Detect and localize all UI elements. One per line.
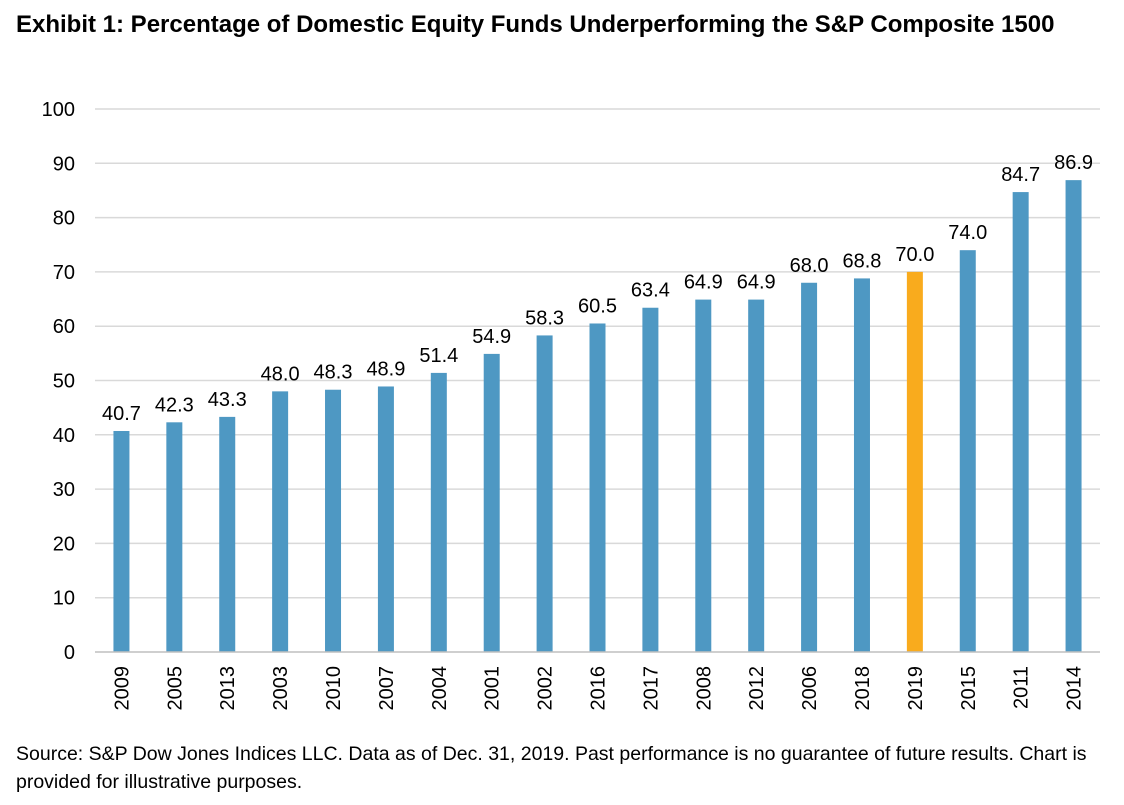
bar-2010 — [325, 389, 342, 652]
bar-2011 — [1012, 192, 1029, 653]
y-tick-label: 30 — [53, 479, 75, 501]
y-tick-label: 10 — [53, 588, 75, 610]
x-tick-label-2001: 2001 — [482, 666, 504, 711]
source-note: Source: S&P Dow Jones Indices LLC. Data … — [16, 743, 1087, 793]
y-tick-label: 90 — [53, 153, 75, 175]
data-label-2018: 68.8 — [843, 250, 882, 272]
x-tick-label-2019: 2019 — [905, 666, 927, 711]
bar-2002 — [536, 335, 553, 652]
y-axis-ticks: 0 10 20 30 40 50 60 70 80 90 100 — [42, 99, 75, 664]
data-label-2011: 84.7 — [1001, 164, 1040, 186]
bar-2015 — [959, 250, 976, 652]
bar-2003 — [272, 391, 289, 652]
data-label-2001: 54.9 — [472, 326, 511, 348]
data-label-2002: 58.3 — [525, 307, 564, 329]
x-tick-label-2010: 2010 — [323, 666, 345, 711]
data-label-2016: 60.5 — [578, 295, 617, 317]
bar-2009 — [113, 430, 130, 652]
data-label-2006: 68.0 — [790, 255, 829, 277]
y-tick-label: 100 — [42, 99, 75, 121]
x-tick-label-2004: 2004 — [429, 666, 451, 711]
x-tick-label-2006: 2006 — [799, 666, 821, 711]
y-tick-label: 50 — [53, 371, 75, 393]
y-tick-label: 40 — [53, 425, 75, 447]
bar-2012 — [748, 299, 765, 652]
data-label-2004: 51.4 — [419, 345, 458, 367]
x-tick-label-2013: 2013 — [217, 666, 239, 711]
data-label-2008: 64.9 — [684, 272, 723, 294]
bar-2017 — [642, 307, 659, 652]
x-tick-label-2012: 2012 — [746, 666, 768, 711]
x-axis-ticks: 2009 2005 2013 2003 2010 2007 2004 2001 2002 2016… — [111, 666, 1085, 711]
data-label-2009: 40.7 — [102, 403, 141, 425]
bar-2008 — [695, 299, 712, 652]
bar-2007 — [377, 386, 394, 652]
x-tick-label-2017: 2017 — [640, 666, 662, 711]
bars — [113, 180, 1082, 653]
data-label-2012: 64.9 — [737, 272, 776, 294]
y-tick-label: 80 — [53, 208, 75, 230]
data-label-2015: 74.0 — [948, 222, 987, 244]
data-label-2017: 63.4 — [631, 280, 670, 302]
x-tick-label-2014: 2014 — [1064, 666, 1086, 711]
bar-2013 — [219, 416, 236, 652]
bar-2019 — [906, 271, 923, 652]
bar-2006 — [801, 282, 818, 652]
bar-2005 — [166, 422, 183, 652]
x-tick-label-2011: 2011 — [1011, 666, 1033, 709]
data-label-2005: 42.3 — [155, 394, 194, 416]
bar-2014 — [1065, 180, 1082, 652]
x-tick-label-2018: 2018 — [852, 666, 874, 711]
x-tick-label-2016: 2016 — [588, 666, 610, 711]
data-label-2003: 48.0 — [261, 363, 300, 385]
data-label-2013: 43.3 — [208, 389, 247, 411]
x-tick-label-2008: 2008 — [693, 666, 715, 711]
data-label-2014: 86.9 — [1054, 152, 1093, 174]
x-tick-label-2003: 2003 — [270, 666, 292, 711]
x-tick-label-2002: 2002 — [535, 666, 557, 711]
bar-2004 — [430, 372, 447, 652]
x-tick-label-2007: 2007 — [376, 666, 398, 711]
bar-2018 — [853, 278, 870, 652]
y-tick-label: 70 — [53, 262, 75, 284]
chart-title: Exhibit 1: Percentage of Domestic Equity… — [16, 11, 1055, 38]
y-tick-label: 60 — [53, 316, 75, 338]
bar-2016 — [589, 323, 606, 652]
data-label-2007: 48.9 — [366, 358, 405, 380]
y-tick-label: 0 — [64, 642, 75, 664]
x-tick-label-2015: 2015 — [958, 666, 980, 711]
x-tick-label-2005: 2005 — [164, 666, 186, 711]
data-labels: 40.7 42.3 43.3 48.0 48.3 48.9 51.4 54.9 58.3 60.5… — [102, 152, 1093, 425]
bar-2001 — [483, 353, 500, 652]
data-label-2019: 70.0 — [895, 244, 934, 266]
x-tick-label-2009: 2009 — [111, 666, 133, 711]
y-tick-label: 20 — [53, 533, 75, 555]
data-label-2010: 48.3 — [314, 362, 353, 384]
